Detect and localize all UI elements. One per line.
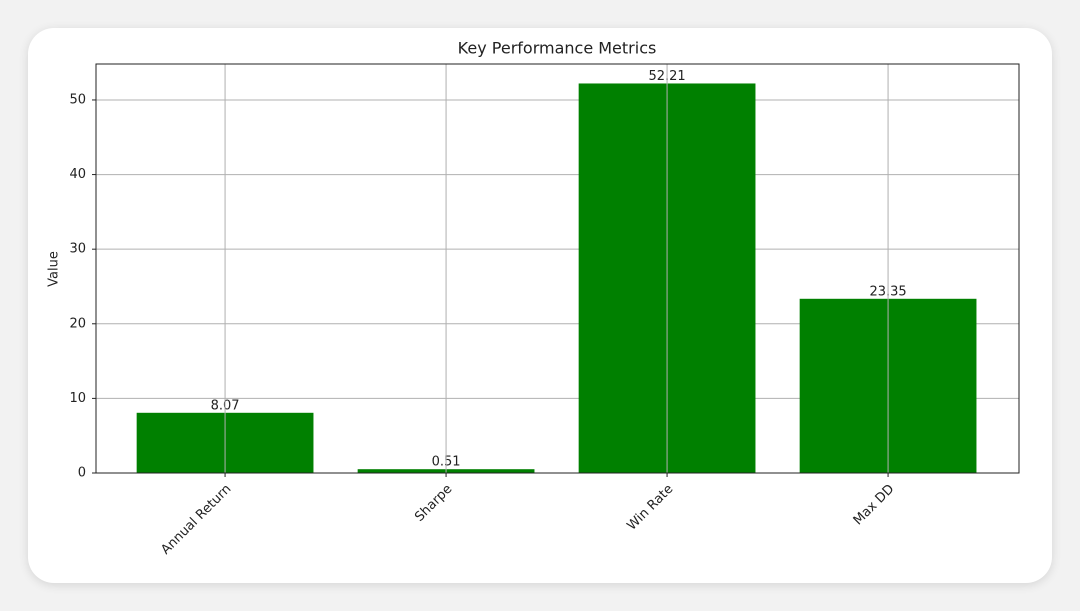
- x-tick-label: Max DD: [851, 482, 898, 529]
- x-tick-label: Sharpe: [412, 482, 455, 525]
- x-tick-label: Annual Return: [158, 482, 234, 558]
- plot-frame: [95, 63, 1020, 474]
- y-axis-label: Value: [47, 251, 62, 287]
- y-tick-label: 30: [69, 242, 86, 257]
- y-tick-label: 0: [78, 466, 86, 481]
- y-tick-label: 50: [69, 92, 86, 107]
- y-tick-label: 40: [69, 167, 86, 182]
- y-tick-label: 10: [69, 391, 86, 406]
- y-tick-label: 20: [69, 316, 86, 331]
- x-tick-label: Win Rate: [624, 482, 676, 534]
- chart-title: Key Performance Metrics: [458, 39, 657, 58]
